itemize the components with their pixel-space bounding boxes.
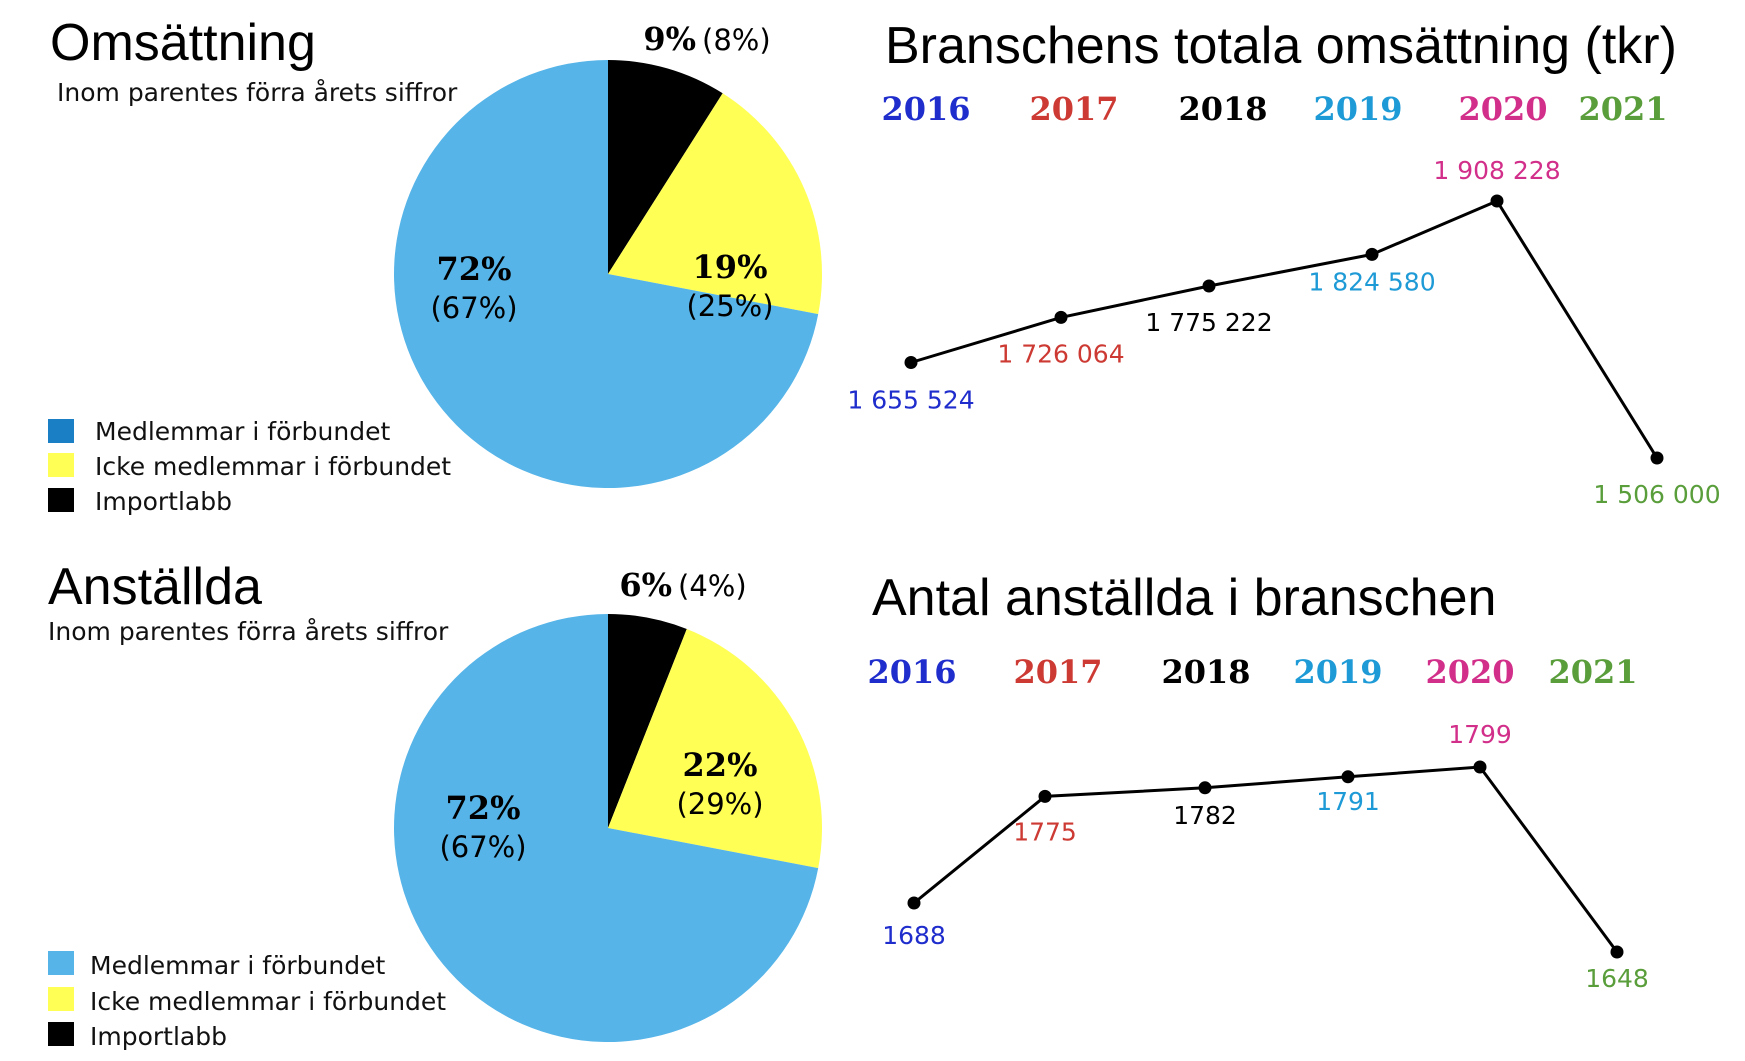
employees-legend: Medlemmar i förbundet Icke medlemmar i f… <box>48 951 446 1051</box>
legend-swatch-import <box>48 488 74 512</box>
employees-line-title: Antal anställda i branschen <box>872 569 1496 627</box>
employees-slice-members <box>394 614 819 1042</box>
revenue-slice-members-prev: (67%) <box>430 291 517 325</box>
employees-value-label-2017: 1775 <box>1013 817 1077 846</box>
employees-point-2019 <box>1341 770 1355 784</box>
employees-value-label-2020: 1799 <box>1448 720 1512 749</box>
revenue-pie-subtitle: Inom parentes förra årets siffror <box>57 78 458 107</box>
employees-year-label-2017: 2017 <box>1013 653 1102 691</box>
employees-year-label-2018: 2018 <box>1161 653 1250 691</box>
employees-pie-title: Anställda <box>48 558 262 616</box>
employees-point-2017 <box>1038 789 1052 803</box>
legend-label-nonmembers: Icke medlemmar i förbundet <box>90 987 446 1016</box>
revenue-point-2017 <box>1054 310 1068 324</box>
revenue-value-label-2018: 1 775 222 <box>1145 308 1272 337</box>
employees-pie-chart <box>394 614 823 1042</box>
revenue-slice-import <box>608 60 723 274</box>
revenue-value-label-2020: 1 908 228 <box>1433 156 1560 185</box>
revenue-series-line <box>910 199 1659 459</box>
revenue-pie-panel: Omsättning Inom parentes förra årets sif… <box>48 14 823 516</box>
revenue-pie-title: Omsättning <box>50 14 316 72</box>
employees-year-label-2016: 2016 <box>867 653 956 691</box>
revenue-value-label-2016: 1 655 524 <box>847 386 974 415</box>
employees-point-2021 <box>1610 945 1624 959</box>
revenue-slice-nonmembers-prev: (25%) <box>686 289 773 323</box>
employees-year-label-2019: 2019 <box>1293 653 1382 691</box>
employees-series-line <box>913 765 1619 953</box>
revenue-line-chart: 1 655 524 1 726 064 1 775 222 1 824 580 1 90… <box>847 90 1720 509</box>
employees-pie-subtitle: Inom parentes förra årets siffror <box>48 617 449 646</box>
revenue-point-2016 <box>904 356 918 369</box>
legend-label-members: Medlemmar i förbundet <box>95 417 390 446</box>
revenue-year-label-2018: 2018 <box>1178 90 1267 128</box>
legend-label-members: Medlemmar i förbundet <box>90 951 385 980</box>
employees-slice-members-prev: (67%) <box>439 830 526 864</box>
employees-slice-members-pct: 72% <box>446 789 521 827</box>
revenue-year-label-2017: 2017 <box>1029 90 1118 128</box>
employees-value-label-2019: 1791 <box>1316 787 1380 816</box>
revenue-slice-members-pct: 72% <box>437 250 512 288</box>
legend-label-import: Importlabb <box>95 487 232 516</box>
revenue-slice-import-pct: 9% <box>643 20 696 58</box>
employees-value-label-2016: 1688 <box>882 921 946 950</box>
employees-slice-import <box>608 614 687 828</box>
employees-year-label-2020: 2020 <box>1425 653 1514 691</box>
revenue-year-label-2021: 2021 <box>1578 90 1667 128</box>
employees-pie-panel: Anställda Inom parentes förra årets siff… <box>48 558 823 1051</box>
revenue-pie-chart <box>394 60 823 489</box>
employees-slice-import-pct: 6% <box>619 566 672 604</box>
revenue-point-2019 <box>1365 247 1379 261</box>
revenue-legend: Medlemmar i förbundet Icke medlemmar i f… <box>48 417 451 516</box>
revenue-value-label-2021: 1 506 000 <box>1593 480 1720 509</box>
legend-label-import: Importlabb <box>90 1022 227 1051</box>
legend-swatch-members <box>48 951 74 975</box>
revenue-point-2021 <box>1650 451 1664 465</box>
revenue-slice-nonmembers <box>608 93 823 315</box>
employees-value-label-2018: 1782 <box>1173 801 1237 830</box>
employees-slice-import-prev: (4%) <box>678 569 747 603</box>
legend-swatch-members <box>48 419 74 443</box>
employees-point-2020 <box>1473 760 1487 774</box>
revenue-line-panel: Branschens totala omsättning (tkr) 1 655… <box>847 17 1720 509</box>
revenue-year-label-2016: 2016 <box>881 90 970 128</box>
employees-point-2016 <box>907 896 921 910</box>
legend-swatch-import <box>48 1022 74 1046</box>
revenue-point-2018 <box>1202 279 1216 293</box>
employees-slice-nonmembers <box>608 629 823 869</box>
revenue-value-label-2019: 1 824 580 <box>1308 267 1435 296</box>
revenue-slice-nonmembers-pct: 19% <box>693 248 768 286</box>
revenue-slice-import-prev: (8%) <box>702 23 771 57</box>
revenue-year-label-2019: 2019 <box>1313 90 1402 128</box>
legend-swatch-nonmembers <box>48 987 74 1011</box>
employees-slice-nonmembers-pct: 22% <box>683 746 758 784</box>
employees-year-label-2021: 2021 <box>1548 653 1637 691</box>
legend-label-nonmembers: Icke medlemmar i förbundet <box>95 452 451 481</box>
revenue-point-2020 <box>1490 194 1504 208</box>
revenue-line-title: Branschens totala omsättning (tkr) <box>885 17 1677 75</box>
employees-line-panel: Antal anställda i branschen 1688 1775 1782… <box>867 569 1648 993</box>
revenue-value-label-2017: 1 726 064 <box>997 339 1124 368</box>
employees-value-label-2021: 1648 <box>1585 964 1649 993</box>
employees-slice-nonmembers-prev: (29%) <box>676 787 763 821</box>
revenue-slice-members <box>394 60 819 489</box>
legend-swatch-nonmembers <box>48 453 74 477</box>
revenue-year-label-2020: 2020 <box>1458 90 1547 128</box>
employees-point-2018 <box>1198 781 1212 795</box>
employees-line-chart: 1688 1775 1782 1791 1799 1648 2016 2017 2018 2019… <box>867 653 1648 993</box>
